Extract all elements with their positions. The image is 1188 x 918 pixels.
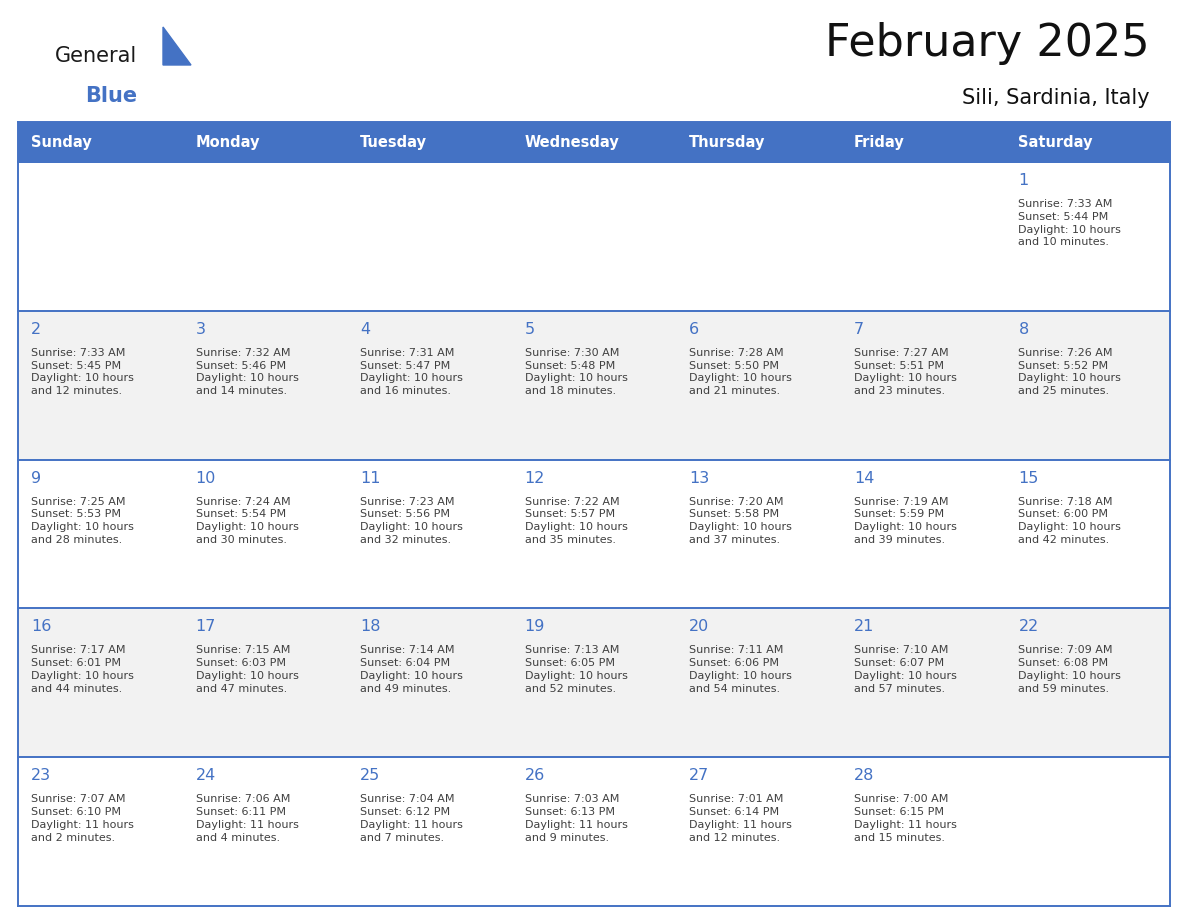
Text: Sunrise: 7:15 AM
Sunset: 6:03 PM
Daylight: 10 hours
and 47 minutes.: Sunrise: 7:15 AM Sunset: 6:03 PM Dayligh… [196,645,298,694]
Text: Sunrise: 7:03 AM
Sunset: 6:13 PM
Daylight: 11 hours
and 9 minutes.: Sunrise: 7:03 AM Sunset: 6:13 PM Dayligh… [525,794,627,843]
Text: 19: 19 [525,620,545,634]
Text: Sunrise: 7:10 AM
Sunset: 6:07 PM
Daylight: 10 hours
and 57 minutes.: Sunrise: 7:10 AM Sunset: 6:07 PM Dayligh… [854,645,956,694]
Text: Sunrise: 7:17 AM
Sunset: 6:01 PM
Daylight: 10 hours
and 44 minutes.: Sunrise: 7:17 AM Sunset: 6:01 PM Dayligh… [31,645,134,694]
Bar [18,162,1170,311]
Text: 16: 16 [31,620,51,634]
Text: Sili, Sardinia, Italy: Sili, Sardinia, Italy [962,88,1150,108]
Text: 22: 22 [1018,620,1038,634]
Text: 26: 26 [525,768,545,783]
Text: 11: 11 [360,471,380,486]
Text: Sunrise: 7:11 AM
Sunset: 6:06 PM
Daylight: 10 hours
and 54 minutes.: Sunrise: 7:11 AM Sunset: 6:06 PM Dayligh… [689,645,792,694]
Bar [512,122,676,162]
Text: 21: 21 [854,620,874,634]
Text: Sunrise: 7:19 AM
Sunset: 5:59 PM
Daylight: 10 hours
and 39 minutes.: Sunrise: 7:19 AM Sunset: 5:59 PM Dayligh… [854,497,956,545]
Text: General: General [55,46,138,66]
Text: Sunrise: 7:04 AM
Sunset: 6:12 PM
Daylight: 11 hours
and 7 minutes.: Sunrise: 7:04 AM Sunset: 6:12 PM Dayligh… [360,794,463,843]
Text: 8: 8 [1018,322,1029,337]
Text: Sunrise: 7:26 AM
Sunset: 5:52 PM
Daylight: 10 hours
and 25 minutes.: Sunrise: 7:26 AM Sunset: 5:52 PM Dayligh… [1018,348,1121,397]
Text: Thursday: Thursday [689,135,765,150]
Text: 28: 28 [854,768,874,783]
Text: 27: 27 [689,768,709,783]
Text: 6: 6 [689,322,700,337]
Text: 25: 25 [360,768,380,783]
Text: Sunrise: 7:28 AM
Sunset: 5:50 PM
Daylight: 10 hours
and 21 minutes.: Sunrise: 7:28 AM Sunset: 5:50 PM Dayligh… [689,348,792,397]
Text: 1: 1 [1018,173,1029,188]
Text: 18: 18 [360,620,380,634]
Bar [676,122,841,162]
Text: 5: 5 [525,322,535,337]
Polygon shape [163,27,191,65]
Text: 4: 4 [360,322,371,337]
Text: Sunrise: 7:13 AM
Sunset: 6:05 PM
Daylight: 10 hours
and 52 minutes.: Sunrise: 7:13 AM Sunset: 6:05 PM Dayligh… [525,645,627,694]
Bar [18,609,1170,757]
Text: 24: 24 [196,768,216,783]
Text: Sunrise: 7:31 AM
Sunset: 5:47 PM
Daylight: 10 hours
and 16 minutes.: Sunrise: 7:31 AM Sunset: 5:47 PM Dayligh… [360,348,463,397]
Text: 20: 20 [689,620,709,634]
Bar [18,460,1170,609]
Bar [18,311,1170,460]
Text: February 2025: February 2025 [826,22,1150,65]
Text: Wednesday: Wednesday [525,135,619,150]
Text: Sunrise: 7:07 AM
Sunset: 6:10 PM
Daylight: 11 hours
and 2 minutes.: Sunrise: 7:07 AM Sunset: 6:10 PM Dayligh… [31,794,134,843]
Text: Sunrise: 7:22 AM
Sunset: 5:57 PM
Daylight: 10 hours
and 35 minutes.: Sunrise: 7:22 AM Sunset: 5:57 PM Dayligh… [525,497,627,545]
Text: Sunrise: 7:33 AM
Sunset: 5:45 PM
Daylight: 10 hours
and 12 minutes.: Sunrise: 7:33 AM Sunset: 5:45 PM Dayligh… [31,348,134,397]
Bar [183,122,347,162]
Text: 17: 17 [196,620,216,634]
Text: Sunrise: 7:01 AM
Sunset: 6:14 PM
Daylight: 11 hours
and 12 minutes.: Sunrise: 7:01 AM Sunset: 6:14 PM Dayligh… [689,794,792,843]
Text: Sunrise: 7:24 AM
Sunset: 5:54 PM
Daylight: 10 hours
and 30 minutes.: Sunrise: 7:24 AM Sunset: 5:54 PM Dayligh… [196,497,298,545]
Text: Sunrise: 7:25 AM
Sunset: 5:53 PM
Daylight: 10 hours
and 28 minutes.: Sunrise: 7:25 AM Sunset: 5:53 PM Dayligh… [31,497,134,545]
Text: 7: 7 [854,322,864,337]
Text: Sunrise: 7:33 AM
Sunset: 5:44 PM
Daylight: 10 hours
and 10 minutes.: Sunrise: 7:33 AM Sunset: 5:44 PM Dayligh… [1018,199,1121,247]
Bar [18,757,1170,906]
Text: 10: 10 [196,471,216,486]
Text: Sunrise: 7:23 AM
Sunset: 5:56 PM
Daylight: 10 hours
and 32 minutes.: Sunrise: 7:23 AM Sunset: 5:56 PM Dayligh… [360,497,463,545]
Text: Sunrise: 7:14 AM
Sunset: 6:04 PM
Daylight: 10 hours
and 49 minutes.: Sunrise: 7:14 AM Sunset: 6:04 PM Dayligh… [360,645,463,694]
Text: 9: 9 [31,471,42,486]
Text: Sunrise: 7:20 AM
Sunset: 5:58 PM
Daylight: 10 hours
and 37 minutes.: Sunrise: 7:20 AM Sunset: 5:58 PM Dayligh… [689,497,792,545]
Text: 2: 2 [31,322,42,337]
Text: Sunrise: 7:00 AM
Sunset: 6:15 PM
Daylight: 11 hours
and 15 minutes.: Sunrise: 7:00 AM Sunset: 6:15 PM Dayligh… [854,794,956,843]
Text: Sunrise: 7:18 AM
Sunset: 6:00 PM
Daylight: 10 hours
and 42 minutes.: Sunrise: 7:18 AM Sunset: 6:00 PM Dayligh… [1018,497,1121,545]
Bar [18,122,183,162]
Text: Sunrise: 7:27 AM
Sunset: 5:51 PM
Daylight: 10 hours
and 23 minutes.: Sunrise: 7:27 AM Sunset: 5:51 PM Dayligh… [854,348,956,397]
Bar [841,122,1005,162]
Text: 13: 13 [689,471,709,486]
Text: 15: 15 [1018,471,1038,486]
Text: Saturday: Saturday [1018,135,1093,150]
Text: Friday: Friday [854,135,904,150]
Text: Sunrise: 7:06 AM
Sunset: 6:11 PM
Daylight: 11 hours
and 4 minutes.: Sunrise: 7:06 AM Sunset: 6:11 PM Dayligh… [196,794,298,843]
Text: 12: 12 [525,471,545,486]
Text: Blue: Blue [86,86,137,106]
Text: Sunday: Sunday [31,135,91,150]
Text: Sunrise: 7:32 AM
Sunset: 5:46 PM
Daylight: 10 hours
and 14 minutes.: Sunrise: 7:32 AM Sunset: 5:46 PM Dayligh… [196,348,298,397]
Text: Monday: Monday [196,135,260,150]
Text: Tuesday: Tuesday [360,135,428,150]
Text: 14: 14 [854,471,874,486]
Text: Sunrise: 7:30 AM
Sunset: 5:48 PM
Daylight: 10 hours
and 18 minutes.: Sunrise: 7:30 AM Sunset: 5:48 PM Dayligh… [525,348,627,397]
Text: 3: 3 [196,322,206,337]
Bar [347,122,512,162]
Bar [1005,122,1170,162]
Text: Sunrise: 7:09 AM
Sunset: 6:08 PM
Daylight: 10 hours
and 59 minutes.: Sunrise: 7:09 AM Sunset: 6:08 PM Dayligh… [1018,645,1121,694]
Text: 23: 23 [31,768,51,783]
